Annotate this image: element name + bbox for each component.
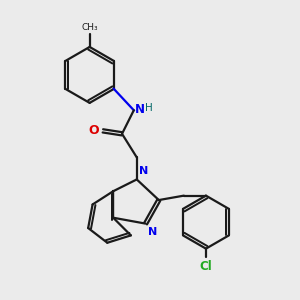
Text: H: H <box>145 103 153 113</box>
Text: N: N <box>134 103 144 116</box>
Text: CH₃: CH₃ <box>81 23 98 32</box>
Text: N: N <box>148 227 157 237</box>
Text: Cl: Cl <box>200 260 212 273</box>
Text: O: O <box>88 124 99 137</box>
Text: N: N <box>139 167 148 176</box>
